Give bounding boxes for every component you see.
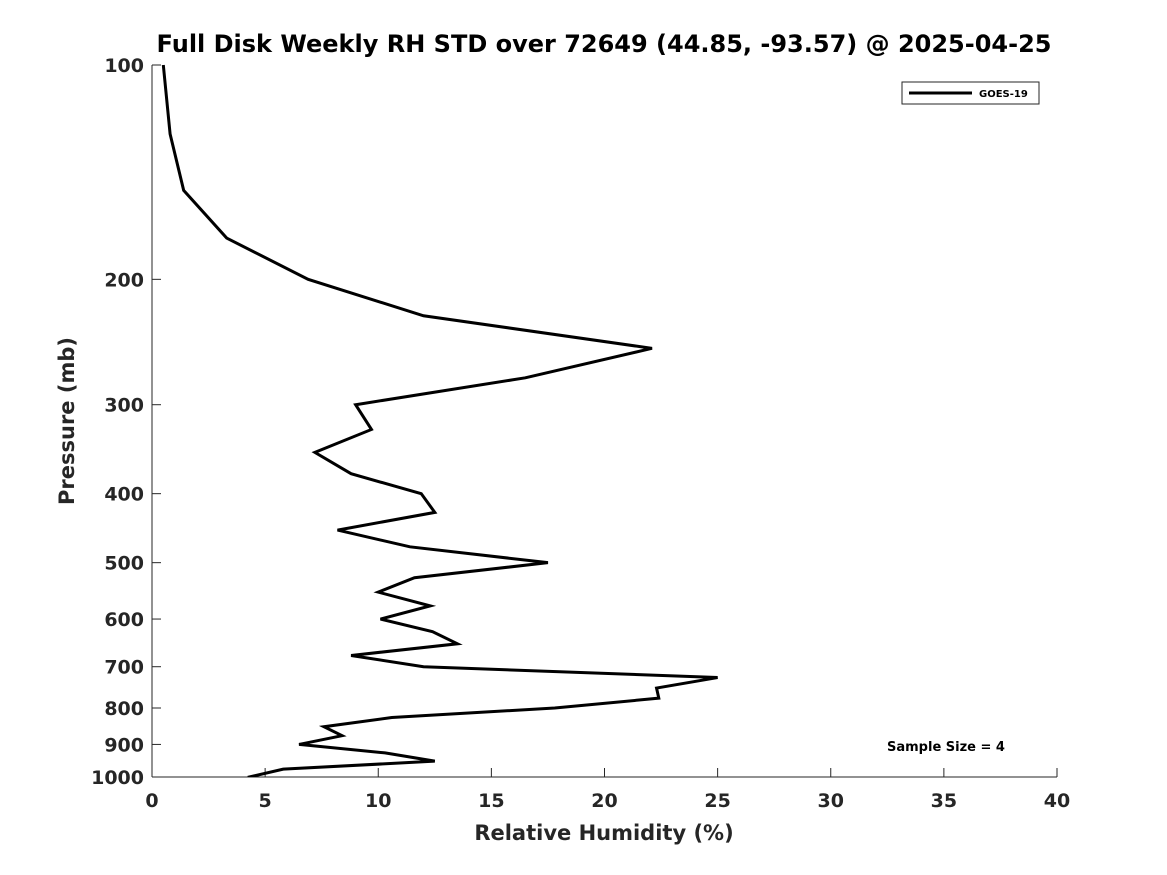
legend-label-goes-19: GOES-19: [979, 89, 1028, 100]
plot-area: [151, 65, 1057, 778]
series-layer: [161, 64, 718, 777]
x-tick-label: 30: [818, 790, 844, 812]
x-tick-label: 0: [145, 790, 158, 812]
y-tick-label: 700: [104, 657, 144, 679]
y-tick-label: 900: [104, 734, 144, 756]
legend: GOES-19: [901, 81, 1040, 105]
x-axis-label: Relative Humidity (%): [474, 821, 733, 845]
y-tick-label: 600: [104, 609, 144, 631]
x-tick-label: 20: [591, 790, 617, 812]
sample-size-annotation: Sample Size = 4: [887, 740, 1005, 755]
y-tick-label: 200: [104, 269, 144, 291]
x-tick-label: 25: [704, 790, 730, 812]
x-tick-label: 35: [931, 790, 957, 812]
y-axis-label: Pressure (mb): [55, 337, 79, 505]
x-tick-label: 10: [365, 790, 391, 812]
y-tick-label: 100: [104, 55, 144, 77]
chart-title: Full Disk Weekly RH STD over 72649 (44.8…: [157, 30, 1052, 58]
y-tick-label: 800: [104, 698, 144, 720]
x-tick-label: 15: [478, 790, 504, 812]
y-tick-label: 400: [104, 484, 144, 506]
y-tick-label: 1000: [91, 767, 144, 789]
series-line-goes-19: [161, 64, 718, 777]
y-tick-label: 500: [104, 553, 144, 575]
y-tick-label: 300: [104, 395, 144, 417]
y-ticks: 100 200 300 400 500 600 700 800 900 1000: [91, 55, 161, 789]
x-tick-label: 40: [1044, 790, 1070, 812]
x-ticks: 0 5 10 15 20 25 30 35 40: [145, 768, 1070, 812]
x-tick-label: 5: [259, 790, 272, 812]
